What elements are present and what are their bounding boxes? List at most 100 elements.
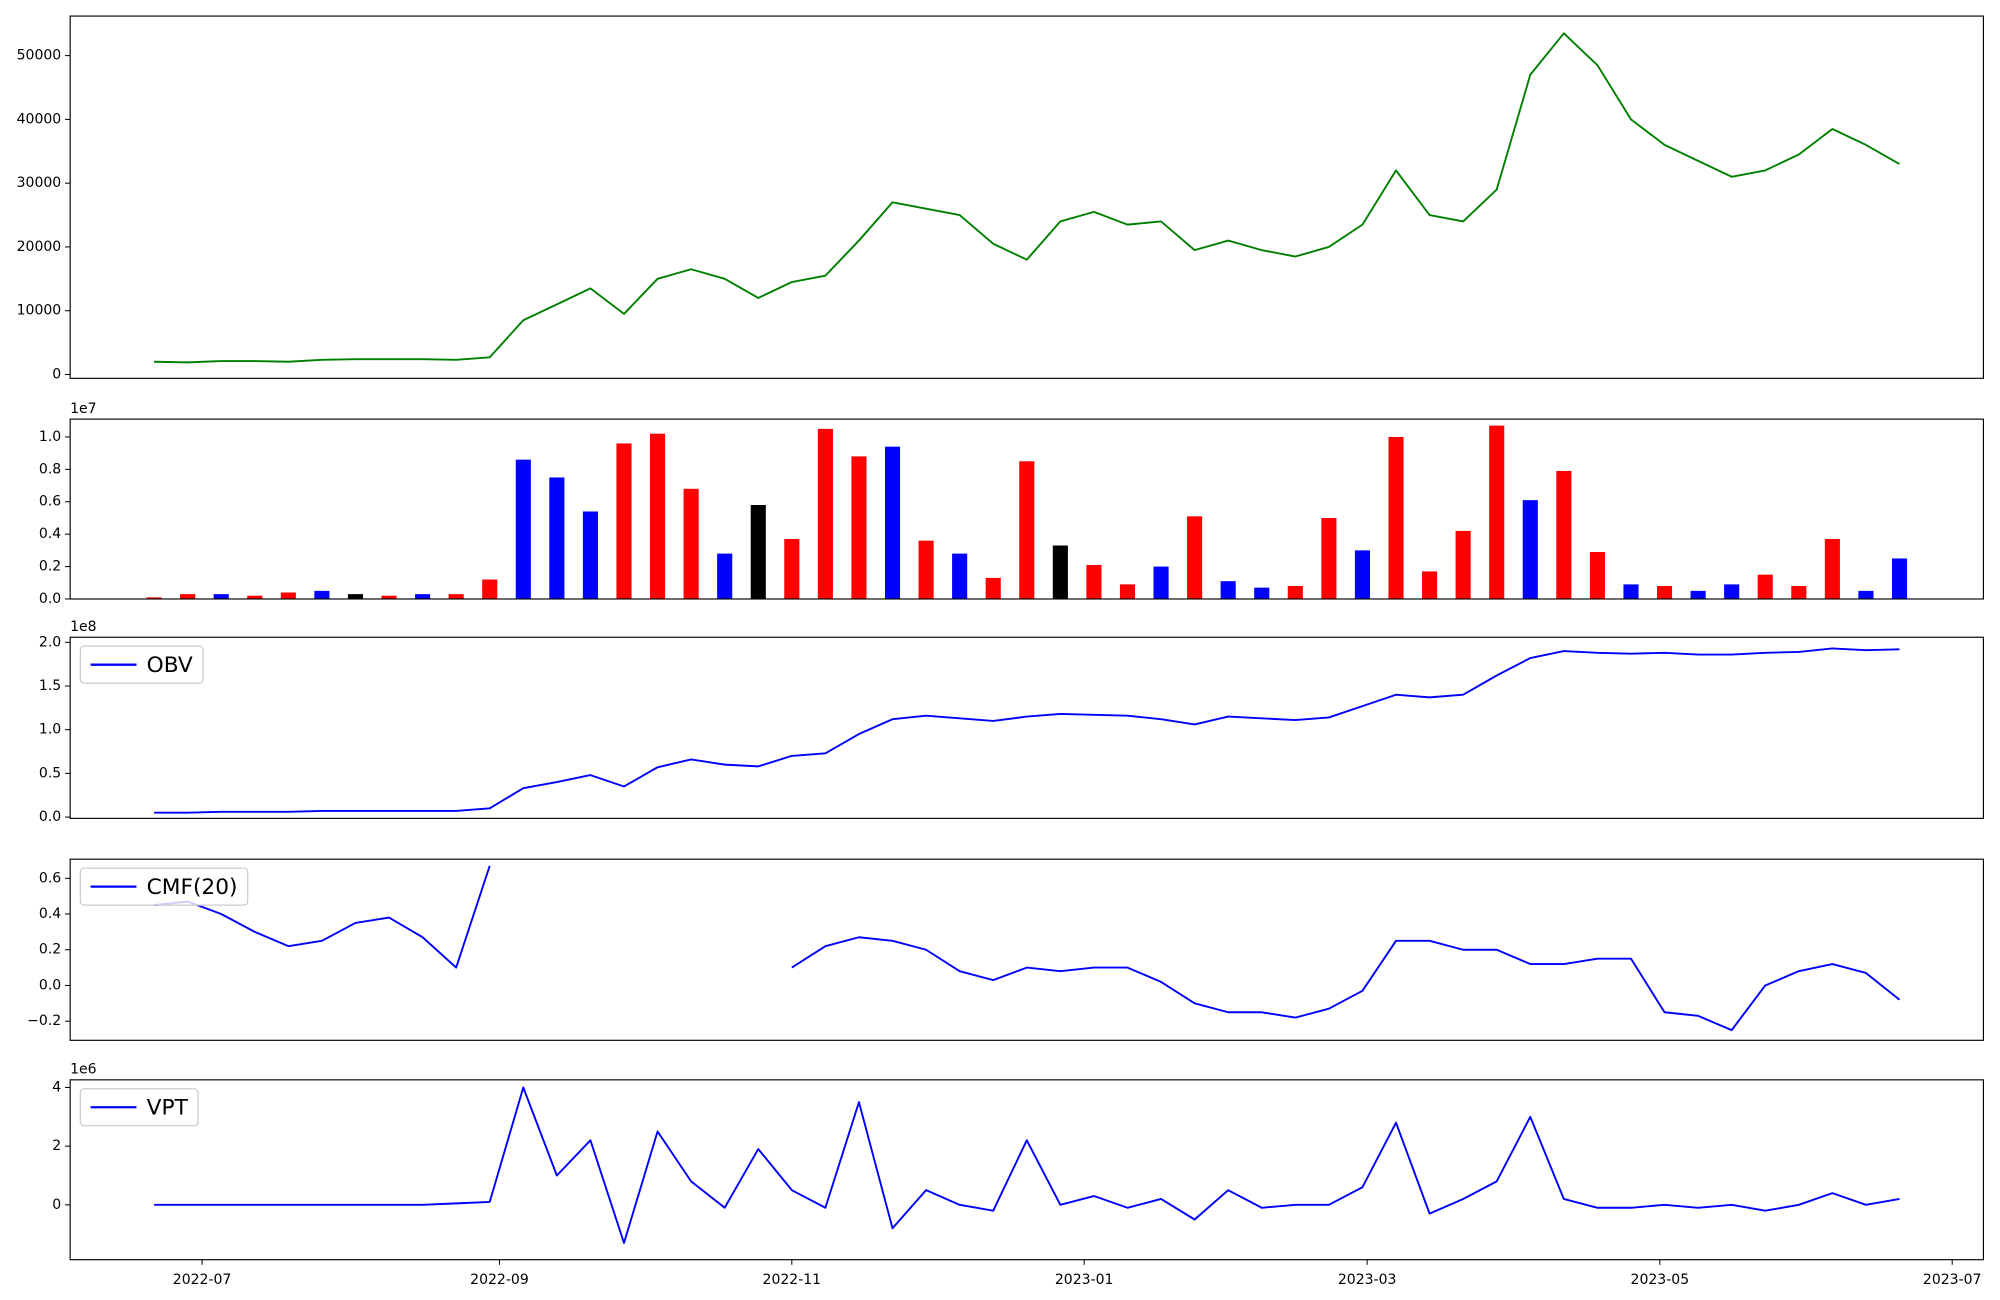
x-tick-label: 2022-11 bbox=[763, 1272, 822, 1288]
y-tick-label: 0.6 bbox=[39, 870, 61, 886]
bar bbox=[1556, 470, 1572, 599]
bar bbox=[1656, 586, 1673, 599]
bar bbox=[1019, 461, 1035, 599]
bar bbox=[314, 590, 330, 599]
bar bbox=[1724, 584, 1740, 599]
x-tick-label: 2022-09 bbox=[470, 1272, 529, 1288]
y-tick-label: 1.5 bbox=[39, 678, 61, 694]
bar bbox=[1354, 550, 1370, 599]
bar bbox=[381, 595, 397, 599]
bar bbox=[1119, 584, 1136, 599]
bar bbox=[1422, 571, 1438, 599]
bar bbox=[1254, 587, 1270, 599]
y-tick-label: 1.0 bbox=[39, 429, 61, 445]
legend-box bbox=[79, 867, 249, 906]
x-tick-label: 2023-05 bbox=[1631, 1272, 1690, 1288]
bar bbox=[884, 446, 901, 599]
bar bbox=[247, 595, 263, 599]
bar bbox=[1153, 566, 1169, 599]
bar bbox=[1220, 581, 1236, 599]
y-tick-label: 2 bbox=[52, 1138, 61, 1154]
y-tick-label: −0.2 bbox=[27, 1013, 61, 1029]
bar bbox=[1052, 545, 1068, 599]
bar bbox=[180, 594, 196, 599]
bar bbox=[616, 443, 632, 599]
bar bbox=[1690, 590, 1706, 599]
legend-label: OBV bbox=[147, 653, 193, 678]
bar bbox=[482, 579, 498, 599]
bar bbox=[1623, 584, 1639, 599]
y-offset-label: 1e8 bbox=[70, 619, 96, 635]
bar bbox=[280, 592, 296, 599]
legend-box bbox=[79, 1088, 199, 1127]
bar bbox=[1589, 551, 1605, 599]
y-tick-label: 0 bbox=[52, 366, 61, 382]
data-line bbox=[154, 32, 1900, 364]
bar bbox=[1858, 590, 1874, 599]
legend-label: CMF(20) bbox=[147, 875, 238, 900]
x-tick-label: 2023-03 bbox=[1338, 1272, 1397, 1288]
bar bbox=[213, 594, 229, 599]
legend-box bbox=[79, 645, 204, 684]
bar bbox=[1455, 530, 1471, 599]
y-tick-label: 0.0 bbox=[39, 977, 61, 993]
bar bbox=[515, 459, 531, 599]
bar bbox=[1757, 574, 1773, 599]
bar bbox=[717, 553, 733, 599]
bar bbox=[985, 577, 1001, 599]
bar bbox=[549, 477, 565, 599]
y-tick-label: 0.0 bbox=[39, 591, 61, 607]
bar bbox=[750, 505, 766, 599]
y-tick-label: 1.0 bbox=[39, 722, 61, 738]
bar bbox=[683, 488, 699, 599]
y-tick-label: 0.5 bbox=[39, 765, 61, 781]
legend-label: VPT bbox=[147, 1096, 189, 1121]
bar bbox=[1489, 425, 1505, 599]
bar bbox=[1388, 436, 1404, 599]
bar bbox=[448, 594, 464, 599]
plot-frame bbox=[69, 636, 1984, 819]
y-tick-label: 0.2 bbox=[39, 559, 61, 575]
bar bbox=[650, 433, 666, 599]
y-tick-label: 10000 bbox=[17, 303, 62, 319]
bar bbox=[1891, 558, 1908, 599]
bar bbox=[1086, 564, 1102, 599]
x-tick-label: 2022-07 bbox=[173, 1272, 232, 1288]
y-offset-label: 1e6 bbox=[70, 1062, 97, 1078]
bar bbox=[347, 594, 364, 599]
y-tick-label: 0.4 bbox=[39, 906, 61, 922]
bar bbox=[1791, 586, 1807, 599]
bar bbox=[851, 456, 867, 599]
y-tick-label: 0.8 bbox=[39, 461, 61, 477]
y-tick-label: 4 bbox=[52, 1079, 61, 1095]
bar bbox=[952, 553, 968, 599]
plot-frame bbox=[69, 858, 1984, 1041]
y-tick-label: 0.4 bbox=[39, 526, 61, 542]
plot-frame bbox=[69, 418, 1984, 600]
bar bbox=[146, 597, 162, 599]
y-tick-label: 2.0 bbox=[39, 634, 61, 650]
plot-frame bbox=[69, 15, 1984, 379]
y-tick-label: 0.6 bbox=[39, 494, 61, 510]
bar bbox=[582, 511, 598, 599]
y-tick-label: 0.0 bbox=[39, 809, 61, 825]
y-tick-label: 50000 bbox=[17, 48, 62, 64]
data-line bbox=[154, 647, 1900, 814]
x-tick-label: 2023-07 bbox=[1923, 1272, 1982, 1288]
y-tick-label: 0.2 bbox=[39, 942, 61, 958]
data-line bbox=[154, 1086, 1900, 1244]
bar bbox=[784, 539, 800, 599]
bar bbox=[1187, 516, 1203, 599]
bar bbox=[1321, 517, 1337, 599]
bar bbox=[817, 428, 833, 599]
plot-frame bbox=[69, 1079, 1984, 1261]
bar bbox=[1522, 500, 1538, 599]
bar bbox=[415, 594, 431, 599]
data-line bbox=[153, 865, 1901, 1032]
y-offset-label: 1e7 bbox=[70, 401, 96, 417]
y-tick-label: 40000 bbox=[17, 111, 62, 127]
y-tick-label: 30000 bbox=[17, 175, 62, 191]
y-tick-label: 20000 bbox=[17, 239, 62, 255]
